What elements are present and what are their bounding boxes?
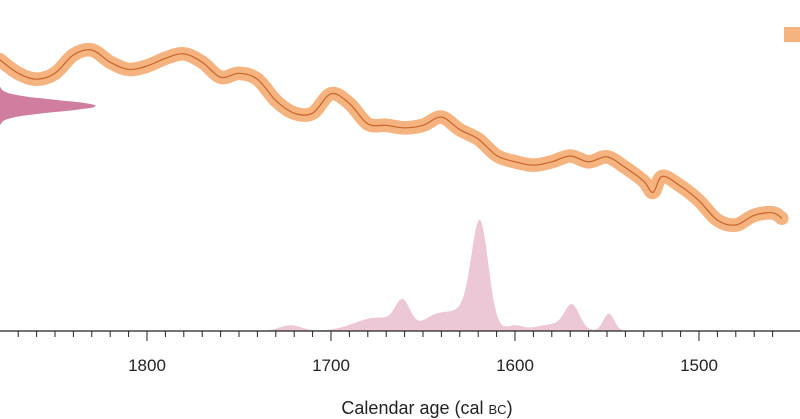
calibration-curve-band xyxy=(0,42,789,232)
legend-marker xyxy=(784,27,800,42)
x-tick-label: 1500 xyxy=(680,356,718,375)
x-minor-ticks xyxy=(17,331,774,337)
x-major-ticks: 1800 1700 1600 1500 xyxy=(128,331,718,375)
x-tick-label: 1700 xyxy=(312,356,350,375)
x-tick-label: 1800 xyxy=(128,356,166,375)
x-axis-title: Calendar age (cal BC) xyxy=(341,398,512,418)
calibration-curve-line xyxy=(0,49,783,226)
x-axis: 1800 1700 1600 1500 Calendar age (cal BC) xyxy=(0,330,800,418)
measured-date-distribution xyxy=(0,87,96,125)
plot-area xyxy=(0,42,789,331)
calibrated-probability-area xyxy=(220,220,663,331)
x-tick-label: 1600 xyxy=(496,356,534,375)
